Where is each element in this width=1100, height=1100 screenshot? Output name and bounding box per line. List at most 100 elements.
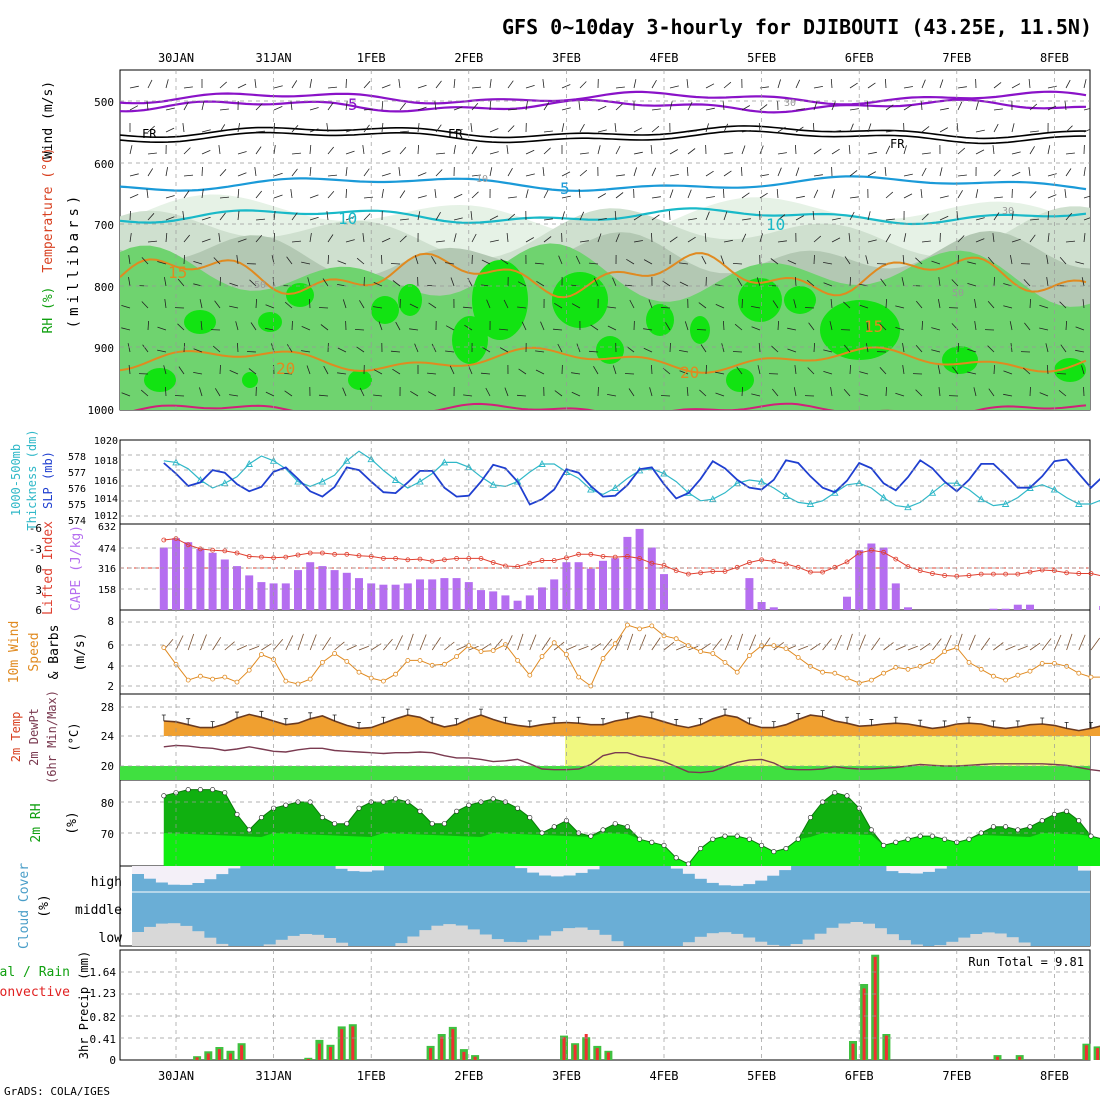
wind-barb <box>381 254 383 265</box>
wind-barb <box>1029 298 1031 309</box>
wind-barb <box>213 257 221 265</box>
cape-bar <box>464 582 473 610</box>
wind-barb <box>463 394 473 397</box>
wind-barb <box>356 346 365 353</box>
wind-barb <box>363 196 374 199</box>
temp2m-maxmin-bar <box>845 716 849 724</box>
thickness-marker <box>709 495 717 503</box>
wind-barb <box>771 345 779 353</box>
rh2m-marker <box>344 821 350 827</box>
wind-barb <box>525 149 535 155</box>
wind10m-marker <box>502 642 508 647</box>
wind-barb <box>804 307 815 309</box>
lifted-index-marker <box>966 573 972 578</box>
rh-high-blob <box>242 372 258 388</box>
contour-label: 10 <box>476 174 488 185</box>
wind10m-marker <box>686 643 691 648</box>
wind-barb <box>921 167 927 177</box>
temp2m-maxmin-bar <box>332 714 337 722</box>
wind-barb <box>307 277 311 287</box>
wind-barb <box>849 364 851 375</box>
wind-barb <box>651 214 660 221</box>
wind-barb <box>848 233 851 243</box>
wind10m-barb <box>444 641 455 651</box>
cape-bar <box>245 575 254 610</box>
lifted-index-marker <box>295 552 301 558</box>
cloud-low-bar <box>275 939 289 946</box>
wind-barb <box>273 145 276 155</box>
thickness-marker <box>757 477 766 485</box>
cloud-low-bar <box>742 937 756 946</box>
wind-tick-8: 8 <box>107 615 114 628</box>
freezing-contour <box>120 125 1086 140</box>
wind-barb <box>453 129 463 133</box>
precip-convective-bar <box>584 1034 588 1060</box>
wind-barb <box>571 391 581 397</box>
wind-barb <box>291 212 298 221</box>
wind-barb <box>214 388 221 397</box>
contour-label: FR <box>448 127 463 141</box>
wind-barb <box>254 79 257 89</box>
temp-tick-24: 24 <box>101 730 115 743</box>
wind-barb <box>542 79 545 89</box>
rh2m-marker <box>734 833 740 839</box>
temp2m-maxmin-bar <box>479 708 483 716</box>
wind-barb <box>147 168 154 177</box>
cloud-low-bar <box>575 927 588 946</box>
lifted-index-marker <box>637 556 642 561</box>
cloud-low-bar <box>970 934 983 946</box>
wind-barb <box>237 172 247 177</box>
wind-barb <box>417 195 427 199</box>
cloud-high-gap <box>144 866 157 879</box>
wind-barb <box>201 216 211 221</box>
precip-convective-bar <box>884 1035 888 1060</box>
wind-barb <box>291 240 302 243</box>
wind10m-marker <box>393 671 399 677</box>
wind-barb <box>1056 373 1067 375</box>
wind-barb <box>844 256 851 265</box>
wind10m-marker <box>478 649 484 654</box>
lifted-index-marker <box>917 568 923 574</box>
wind10m-barb <box>358 645 369 651</box>
thickness-marker <box>489 480 497 488</box>
precip-total-rain-label: Total / Rain <box>0 965 70 980</box>
wind-barb <box>431 343 437 353</box>
cloud-low-bar <box>455 925 468 946</box>
wind-barb <box>381 84 391 89</box>
temp2m-tick-labels: 28 24 20 <box>101 701 115 773</box>
wind-barb <box>1047 105 1057 111</box>
cape-bar <box>342 572 351 610</box>
wind-barb <box>956 211 959 221</box>
contour-label: 5 <box>348 95 358 114</box>
wind-barb <box>660 307 671 309</box>
thickness-marker <box>513 477 522 485</box>
thickness-marker <box>977 495 985 503</box>
cloud-high-gap <box>682 866 696 874</box>
thickness-marker <box>391 476 400 483</box>
cloud-low-bar <box>910 944 923 946</box>
wind-barb <box>390 263 401 265</box>
date-label-top: 1FEB <box>357 51 386 65</box>
wind10m-marker <box>368 675 374 681</box>
wind10m-marker <box>759 643 764 648</box>
wind-barb <box>813 235 822 243</box>
rh2m-lower-area <box>163 833 1100 866</box>
wind-barb <box>399 218 409 221</box>
wind-barb <box>732 263 743 265</box>
wind-barb <box>229 282 239 287</box>
wind-barb <box>199 299 203 309</box>
precip-convective-bar <box>606 1052 610 1060</box>
lifted-index-marker <box>539 558 545 563</box>
cape-bar <box>745 578 754 610</box>
precip-convective-bar <box>996 1056 999 1060</box>
cape-bar <box>428 579 437 610</box>
wind10m-barb <box>297 633 304 651</box>
wind-barb <box>939 107 949 111</box>
wind-barb <box>615 103 623 111</box>
wind-barb <box>219 108 229 111</box>
wind-barb <box>322 278 329 287</box>
precip-tick-041: 0.41 <box>90 1033 117 1046</box>
wind-barb <box>974 321 977 331</box>
wind-barb <box>1065 168 1072 177</box>
wind-barb <box>1082 299 1085 309</box>
